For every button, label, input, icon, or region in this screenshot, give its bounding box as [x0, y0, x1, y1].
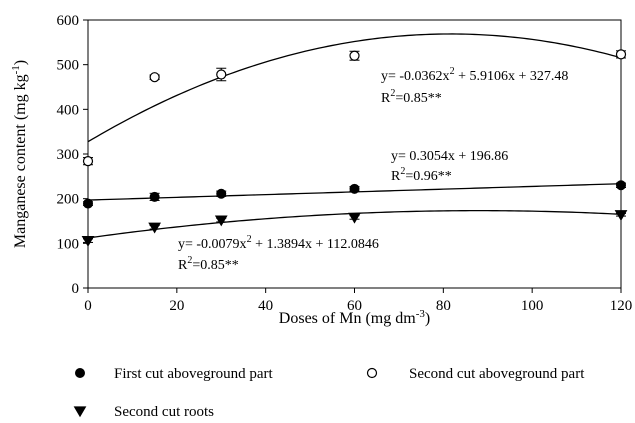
x-axis-label-superscript: -3 [416, 308, 426, 320]
point-series-2 [614, 210, 628, 221]
legend-item: First cut aboveground part [75, 366, 274, 382]
r-squared-part: R [178, 258, 188, 273]
equation-text: y= -0.0362x2 + 5.9106x + 327.48 [381, 66, 568, 84]
y-axis-label-main: Manganese content (mg kg [12, 74, 29, 248]
x-tick-label: 100 [521, 298, 544, 314]
y-tick-label: 200 [57, 192, 80, 208]
y-tick-label: 400 [57, 102, 80, 118]
r-squared-part: R [381, 91, 391, 106]
equation-part: y= 0.3054x + 196.86 [391, 149, 508, 164]
legend: First cut aboveground part Second cut abo… [73, 366, 585, 420]
fit-curve-series-1 [87, 33, 622, 143]
y-tick-label: 300 [57, 147, 80, 163]
legend-label: First cut aboveground part [114, 366, 274, 382]
r-squared-superscript: 2 [390, 88, 395, 99]
point-series-1 [216, 69, 227, 80]
r-squared-part: R [391, 169, 401, 184]
r-squared-text: R2=0.85** [178, 255, 239, 273]
point-series-2 [148, 222, 161, 234]
equation-annotations: y= -0.0362x2 + 5.9106x + 327.48R2=0.85**… [178, 66, 568, 273]
legend-marker [73, 406, 87, 418]
point-series-1 [149, 72, 160, 83]
point-series-1 [615, 49, 627, 60]
axes: 0 100 200 300 400 500 600 0 20 40 60 80 100 120 [57, 13, 633, 314]
legend-label: Second cut roots [114, 404, 214, 420]
equation-text: y= 0.3054x + 196.86 [391, 149, 508, 164]
x-tick-label: 120 [610, 298, 633, 314]
y-axis-label-superscript: -1 [10, 65, 22, 74]
x-axis-label: Doses of Mn (mg dm-3) [279, 308, 430, 327]
r-squared-part: =0.96** [405, 169, 451, 184]
equation-part: y= -0.0362x [381, 69, 450, 84]
r-squared-text: R2=0.85** [381, 88, 442, 106]
fit-curves [87, 33, 622, 239]
point-series-0 [83, 198, 93, 209]
legend-item: Second cut aboveground part [366, 366, 585, 382]
x-tick-label: 0 [84, 298, 92, 314]
x-tick-label: 40 [258, 298, 273, 314]
r-squared-superscript: 2 [187, 255, 192, 266]
legend-item: Second cut roots [73, 404, 214, 420]
y-axis-label: Manganese content (mg kg-1) [10, 60, 29, 248]
point-series-0 [216, 188, 227, 199]
point-series-1 [82, 156, 94, 167]
point-series-0 [149, 191, 160, 202]
equation-text: y= -0.0079x2 + 1.3894x + 112.0846 [178, 234, 379, 252]
r-squared-text: R2=0.96** [391, 166, 452, 184]
equation-part: y= -0.0079x [178, 237, 247, 252]
y-tick-label: 600 [57, 13, 80, 29]
x-tick-label: 80 [436, 298, 451, 314]
axis-labels: Doses of Mn (mg dm-3)Manganese content (… [10, 60, 430, 327]
legend-marker [366, 367, 378, 379]
point-series-2 [214, 215, 228, 227]
equation-superscript: 2 [450, 66, 455, 77]
x-axis-label-end: ) [425, 310, 430, 327]
point-series-1 [349, 50, 360, 61]
point-series-0 [616, 180, 626, 191]
point-series-0 [349, 183, 360, 194]
legend-marker [75, 368, 85, 378]
legend-label: Second cut aboveground part [409, 366, 585, 382]
data-points [81, 49, 628, 247]
r-squared-superscript: 2 [400, 166, 405, 177]
equation-superscript: 2 [247, 234, 252, 245]
y-tick-label: 500 [57, 58, 80, 74]
x-axis-label-main: Doses of Mn (mg dm [279, 310, 416, 327]
y-tick-label: 0 [72, 281, 80, 297]
x-tick-label: 20 [169, 298, 184, 314]
r-squared-part: =0.85** [395, 91, 441, 106]
equation-part: + 1.3894x + 112.0846 [252, 237, 379, 252]
y-axis-label-end: ) [12, 60, 29, 65]
x-tick-label: 60 [347, 298, 362, 314]
equation-part: + 5.9106x + 327.48 [455, 69, 569, 84]
point-series-2 [348, 212, 361, 224]
point-series-2 [81, 236, 95, 247]
r-squared-part: =0.85** [192, 258, 238, 273]
y-tick-label: 100 [57, 236, 80, 252]
